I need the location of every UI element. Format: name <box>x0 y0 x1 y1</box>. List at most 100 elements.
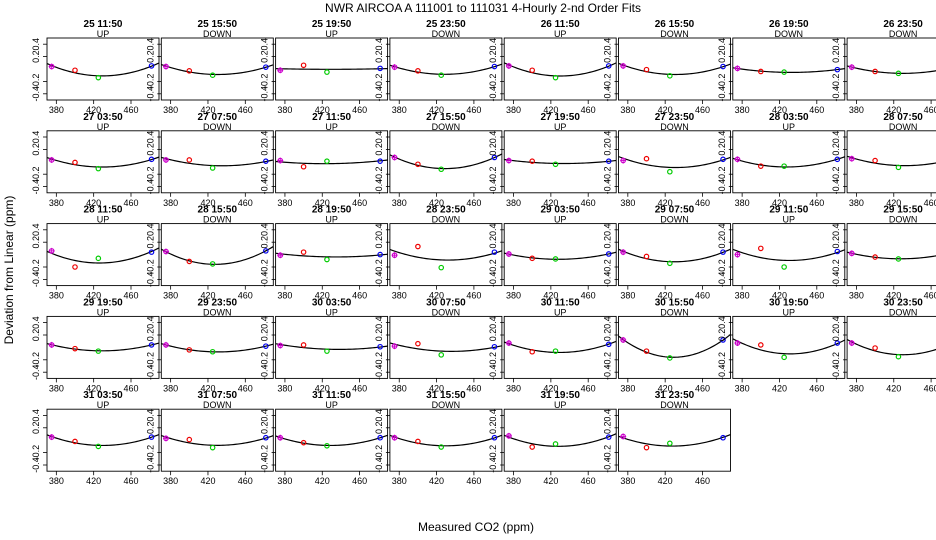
panel-frame <box>46 223 160 287</box>
x-tick-label: 420 <box>658 291 673 301</box>
y-tick-label: 0.2 <box>145 143 155 156</box>
panel-frame <box>46 408 160 472</box>
panel-direction: DOWN <box>660 122 689 132</box>
x-tick-label: 380 <box>392 198 407 208</box>
y-tick-label: -0.4 <box>260 86 270 102</box>
y-tick-label: -0.2 <box>488 352 498 368</box>
panel-title: 30 15:50 <box>655 297 695 308</box>
data-point <box>377 158 383 164</box>
y-tick-label: 0.4 <box>260 131 270 144</box>
y-tick-label: -0.2 <box>603 445 613 461</box>
y-tick-label: 0.2 <box>717 329 727 342</box>
y-tick-label: -0.2 <box>603 259 613 275</box>
x-tick-label: 380 <box>735 105 750 115</box>
x-tick-label: 380 <box>49 105 64 115</box>
panel-title: 29 03:50 <box>540 205 580 216</box>
fit-curve <box>503 340 617 354</box>
panel-title: 27 07:50 <box>198 112 238 123</box>
panel-frame <box>160 408 274 472</box>
x-tick-label: 420 <box>772 105 787 115</box>
y-tick-label: -0.4 <box>145 364 155 380</box>
y-tick-label: -0.2 <box>831 74 841 90</box>
data-point <box>834 340 841 346</box>
y-tick-label: -0.2 <box>145 445 155 461</box>
x-tick-label: 420 <box>315 383 330 393</box>
data-point <box>781 264 787 270</box>
y-tick-label: -0.2 <box>31 74 41 90</box>
data-point <box>491 434 498 441</box>
y-tick-label: 0.2 <box>31 143 41 156</box>
panel-title: 29 19:50 <box>83 297 123 308</box>
data-point <box>667 168 673 175</box>
panel-direction: DOWN <box>775 29 804 39</box>
x-tick-label: 420 <box>315 476 330 486</box>
data-point <box>300 62 307 69</box>
x-tick-label: 420 <box>429 105 444 115</box>
fit-curve <box>161 246 274 265</box>
y-tick-label: -0.2 <box>831 166 841 182</box>
y-tick-label: 0.2 <box>145 236 155 249</box>
panel-direction: UP <box>554 29 567 39</box>
x-tick-label: 380 <box>163 291 178 301</box>
fit-curve <box>504 251 617 260</box>
data-point <box>781 163 787 169</box>
panel-title: 30 11:50 <box>541 297 580 308</box>
y-tick-label: -0.4 <box>374 272 384 288</box>
data-point <box>324 256 330 263</box>
y-tick-label: 0.4 <box>717 224 727 237</box>
y-tick-label: -0.4 <box>831 364 841 380</box>
data-point <box>377 65 383 72</box>
x-tick-label: 420 <box>543 198 558 208</box>
fit-curve <box>389 63 503 75</box>
y-tick-label: -0.2 <box>488 445 498 461</box>
data-point <box>872 68 878 75</box>
data-point <box>720 249 726 255</box>
y-tick-label: 0.4 <box>603 131 613 144</box>
x-tick-label: 380 <box>620 105 635 115</box>
x-tick-label: 420 <box>886 198 901 208</box>
y-tick-label: -0.4 <box>31 179 41 195</box>
data-point <box>720 337 726 343</box>
y-tick-label: 0.4 <box>717 131 727 144</box>
y-tick-label: -0.4 <box>488 179 498 195</box>
y-tick-label: -0.2 <box>145 352 155 368</box>
x-tick-label: 420 <box>86 383 101 393</box>
panel-title: 28 07:50 <box>883 112 923 123</box>
y-tick-label: -0.4 <box>488 86 498 102</box>
data-point <box>300 249 307 255</box>
panel-direction: UP <box>325 215 338 225</box>
y-tick-label: -0.2 <box>145 74 155 90</box>
data-point <box>720 156 726 163</box>
data-point <box>605 251 612 257</box>
fit-curve <box>46 62 160 77</box>
data-point <box>895 164 902 171</box>
panel-frame <box>389 315 503 379</box>
y-tick-label: 0.2 <box>488 422 498 435</box>
y-tick-label: 0.2 <box>374 329 384 342</box>
x-tick-label: 460 <box>352 383 367 393</box>
fit-curve <box>618 334 731 358</box>
data-point <box>300 439 307 446</box>
y-tick-label: -0.2 <box>488 259 498 275</box>
panel-frame <box>618 130 731 194</box>
panel-direction: UP <box>97 122 110 132</box>
data-point <box>377 251 383 258</box>
x-tick-label: 460 <box>123 105 138 115</box>
panel-title: 25 15:50 <box>198 19 238 30</box>
y-tick-label: 0.4 <box>488 409 498 422</box>
data-point <box>667 355 673 361</box>
y-tick-label: 0.4 <box>831 316 841 329</box>
panel-title: 31 19:50 <box>540 390 580 401</box>
data-point <box>552 256 559 262</box>
x-tick-label: 420 <box>200 383 215 393</box>
data-point <box>263 158 269 164</box>
y-tick-label: 0.2 <box>717 50 727 63</box>
fit-curve <box>275 68 388 70</box>
